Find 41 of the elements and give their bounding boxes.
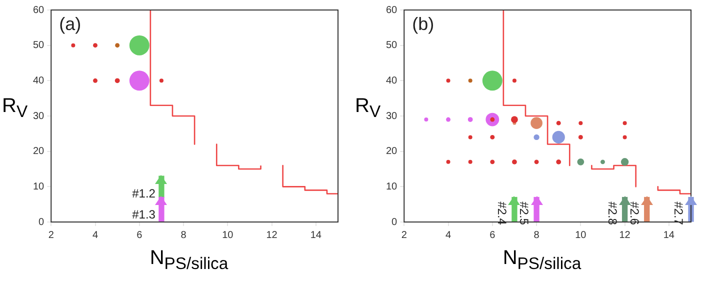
annotation: #2.4 [495,202,510,226]
y-tick-label: 10 [33,181,45,192]
y-tick-label: 20 [33,146,45,158]
annotation: #2.6 [628,202,642,226]
y-axis-title: R$_{V}$ [355,95,381,122]
annotation: #2.7 [672,202,686,226]
x-tick-label: 2 [401,230,408,241]
annotation: #1.3 [132,208,156,222]
y-tick-label: 30 [33,110,45,122]
y-axis-title: R$_{V}$ [2,95,28,122]
y-tick-label: 40 [33,75,45,86]
x-tick-label: 4 [445,230,452,241]
x-tick-label: 8 [180,230,187,241]
y-tick-label: 10 [386,181,398,192]
annotation: #1.2 [132,186,156,200]
y-tick-label: 40 [386,75,398,86]
x-axis-title: N$_{PS/silica}$ [502,247,582,274]
y-tick-label: 50 [33,40,45,52]
x-axis-title: N$_{PS/silica}$ [148,247,230,274]
chart-title: (a) [59,14,82,34]
x-tick-label: 14 [663,230,675,241]
y-tick-label: 30 [386,110,398,122]
y-tick-label: 20 [386,146,398,158]
annotation: #2.8 [605,202,620,226]
y-tick-label: 60 [386,4,398,16]
x-tick-label: 6 [490,230,496,241]
x-tick-label: 12 [619,230,631,241]
y-tick-label: 60 [33,4,45,16]
y-tick-label: 50 [386,40,398,52]
chart-title: (b) [412,14,434,34]
x-tick-label: 8 [534,230,540,241]
annotation: #2.5 [517,202,532,226]
x-tick-label: 10 [222,230,234,241]
x-tick-label: 10 [575,230,587,241]
x-tick-label: 6 [136,230,143,241]
y-tick-label: 0 [392,216,398,228]
x-tick-label: 12 [266,230,278,241]
x-tick-label: 4 [92,230,98,241]
x-tick-label: 14 [310,230,322,241]
y-tick-label: 0 [38,216,45,228]
x-tick-label: 2 [48,230,54,241]
